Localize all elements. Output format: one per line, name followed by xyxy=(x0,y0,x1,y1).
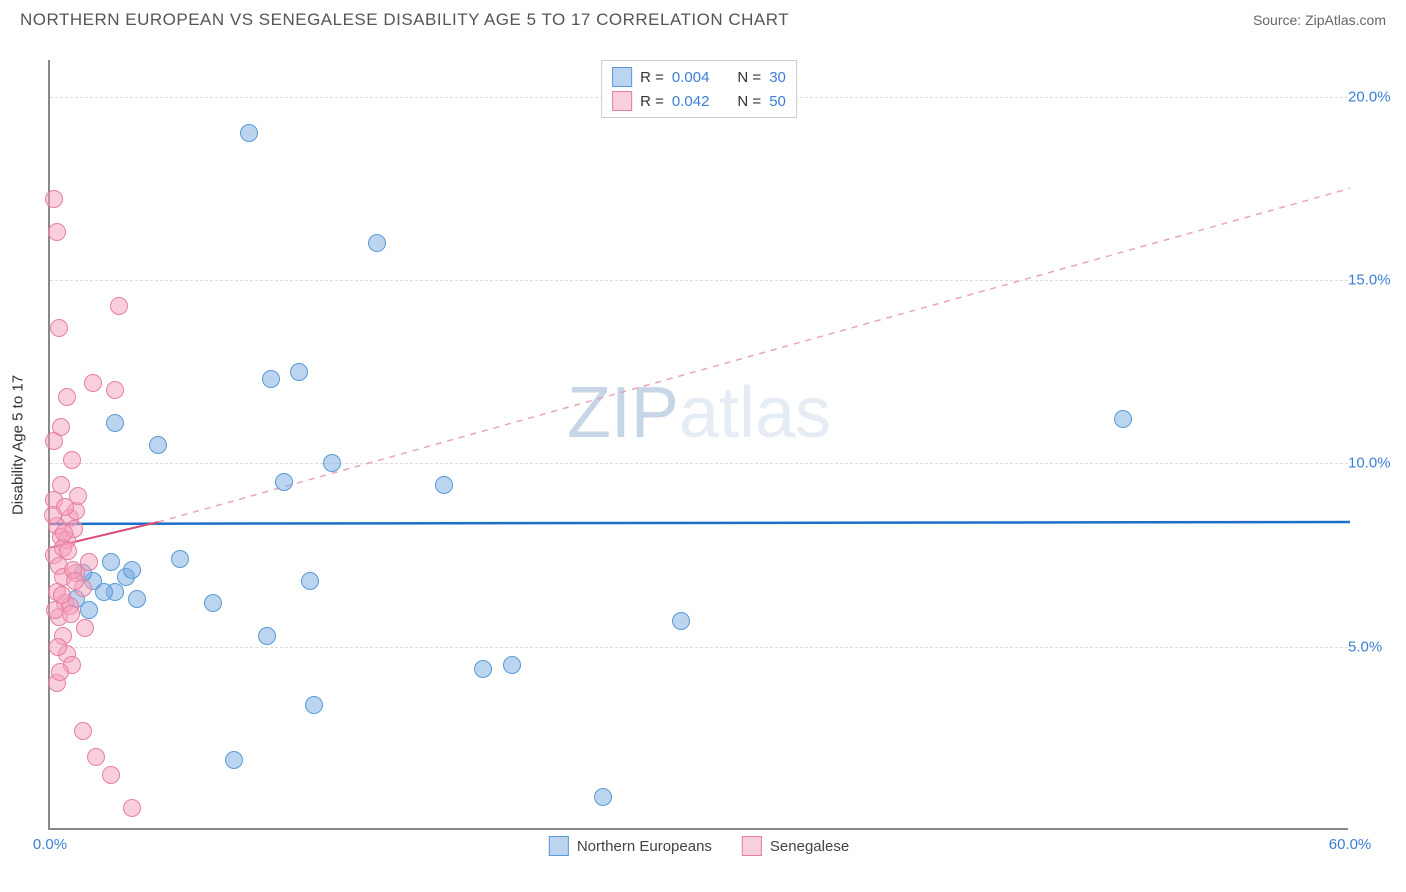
legend-swatch-bottom-2 xyxy=(742,836,762,856)
scatter-point xyxy=(76,619,94,637)
n-label-1: N = xyxy=(737,69,761,86)
scatter-point xyxy=(45,190,63,208)
ytick-label: 20.0% xyxy=(1348,88,1398,105)
legend-series: Northern Europeans Senegalese xyxy=(549,836,849,856)
scatter-point xyxy=(258,627,276,645)
ytick-label: 15.0% xyxy=(1348,272,1398,289)
r-label-2: R = xyxy=(640,93,664,110)
trend-line xyxy=(50,522,1350,524)
xtick-label: 60.0% xyxy=(1329,836,1372,853)
scatter-point xyxy=(503,656,521,674)
scatter-point xyxy=(48,223,66,241)
scatter-point xyxy=(301,572,319,590)
legend-swatch-2 xyxy=(612,91,632,111)
chart-container: Disability Age 5 to 17 ZIPatlas R = 0.00… xyxy=(48,60,1388,830)
scatter-point xyxy=(106,381,124,399)
scatter-point xyxy=(123,799,141,817)
scatter-point xyxy=(49,638,67,656)
scatter-point xyxy=(55,524,73,542)
scatter-point xyxy=(69,487,87,505)
trend-line xyxy=(158,188,1350,522)
scatter-point xyxy=(52,476,70,494)
scatter-point xyxy=(59,542,77,560)
legend-label-1: Northern Europeans xyxy=(577,838,712,855)
legend-item-2: Senegalese xyxy=(742,836,849,856)
legend-swatch-1 xyxy=(612,67,632,87)
plot-area: ZIPatlas R = 0.004 N = 30 R = 0.042 N = … xyxy=(48,60,1348,830)
scatter-point xyxy=(225,751,243,769)
y-axis-label: Disability Age 5 to 17 xyxy=(10,375,27,515)
chart-title: NORTHERN EUROPEAN VS SENEGALESE DISABILI… xyxy=(20,10,789,30)
scatter-point xyxy=(87,748,105,766)
scatter-point xyxy=(44,506,62,524)
scatter-point xyxy=(204,594,222,612)
scatter-point xyxy=(123,561,141,579)
scatter-point xyxy=(240,124,258,142)
legend-label-2: Senegalese xyxy=(770,838,849,855)
legend-stats-row-2: R = 0.042 N = 50 xyxy=(612,89,786,113)
scatter-point xyxy=(52,418,70,436)
scatter-point xyxy=(63,451,81,469)
scatter-point xyxy=(58,388,76,406)
scatter-point xyxy=(474,660,492,678)
scatter-point xyxy=(672,612,690,630)
scatter-point xyxy=(368,234,386,252)
scatter-point xyxy=(435,476,453,494)
scatter-point xyxy=(110,297,128,315)
scatter-point xyxy=(53,586,71,604)
scatter-point xyxy=(80,553,98,571)
legend-swatch-bottom-1 xyxy=(549,836,569,856)
ytick-label: 5.0% xyxy=(1348,638,1398,655)
scatter-point xyxy=(323,454,341,472)
legend-stats-row-1: R = 0.004 N = 30 xyxy=(612,65,786,89)
header: NORTHERN EUROPEAN VS SENEGALESE DISABILI… xyxy=(0,0,1406,30)
r-value-1: 0.004 xyxy=(672,69,710,86)
scatter-point xyxy=(51,663,69,681)
scatter-point xyxy=(262,370,280,388)
n-label-2: N = xyxy=(737,93,761,110)
n-value-2: 50 xyxy=(769,93,786,110)
xtick-label: 0.0% xyxy=(33,836,67,853)
legend-item-1: Northern Europeans xyxy=(549,836,712,856)
scatter-point xyxy=(106,414,124,432)
ytick-label: 10.0% xyxy=(1348,455,1398,472)
r-value-2: 0.042 xyxy=(672,93,710,110)
scatter-point xyxy=(1114,410,1132,428)
scatter-point xyxy=(305,696,323,714)
scatter-point xyxy=(275,473,293,491)
scatter-point xyxy=(102,766,120,784)
scatter-point xyxy=(74,722,92,740)
scatter-point xyxy=(66,572,84,590)
scatter-point xyxy=(171,550,189,568)
scatter-point xyxy=(594,788,612,806)
scatter-point xyxy=(149,436,167,454)
n-value-1: 30 xyxy=(769,69,786,86)
scatter-point xyxy=(290,363,308,381)
scatter-point xyxy=(102,553,120,571)
scatter-point xyxy=(128,590,146,608)
legend-stats: R = 0.004 N = 30 R = 0.042 N = 50 xyxy=(601,60,797,118)
r-label-1: R = xyxy=(640,69,664,86)
scatter-point xyxy=(84,374,102,392)
source-attribution: Source: ZipAtlas.com xyxy=(1253,12,1386,28)
scatter-point xyxy=(62,605,80,623)
scatter-point xyxy=(50,319,68,337)
scatter-point xyxy=(80,601,98,619)
trend-svg xyxy=(50,60,1350,830)
